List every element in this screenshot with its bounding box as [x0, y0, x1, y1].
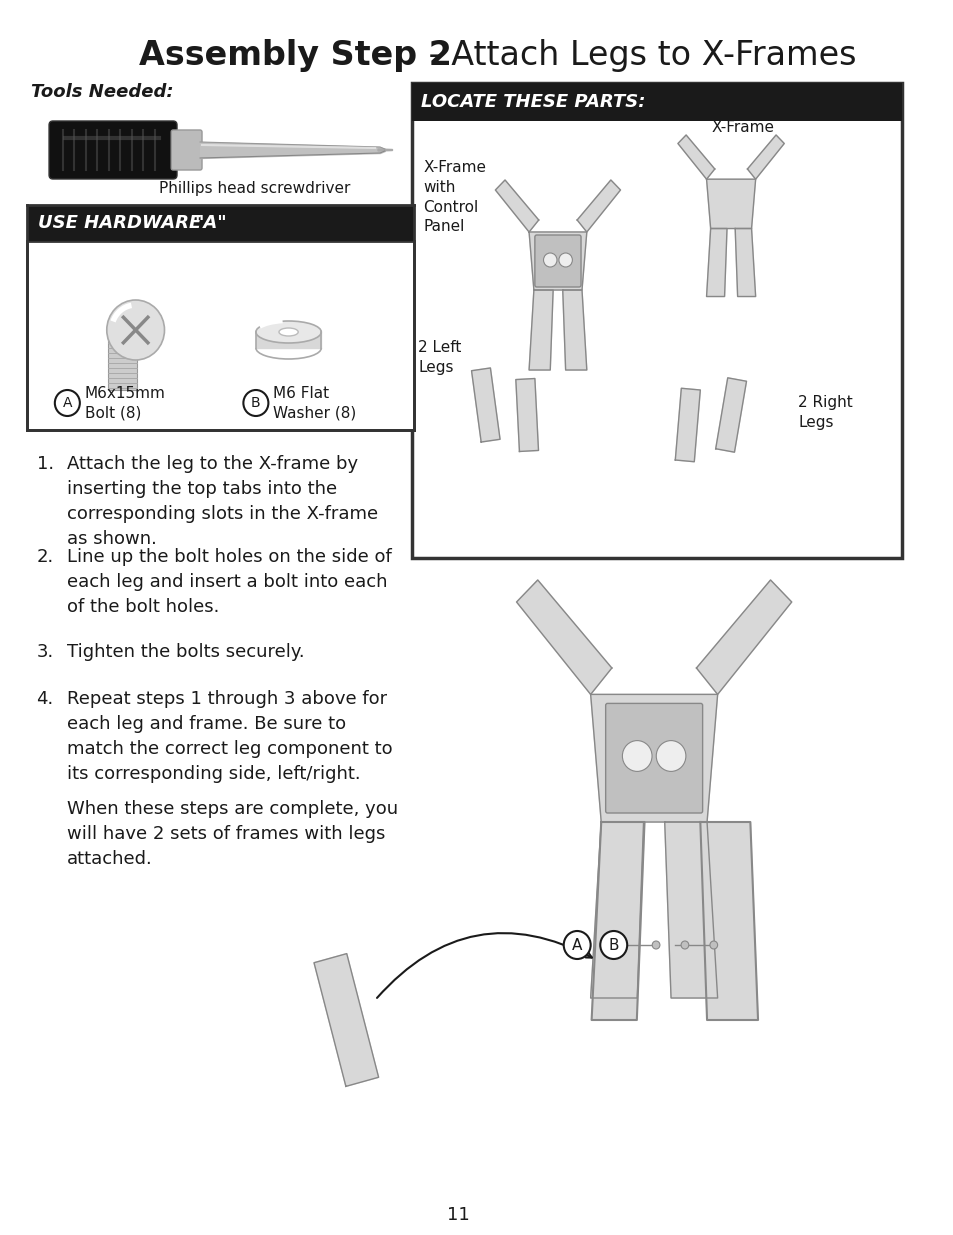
Text: A: A: [572, 937, 581, 952]
Text: X-Frame: X-Frame: [711, 120, 774, 135]
FancyBboxPatch shape: [535, 235, 580, 287]
Circle shape: [563, 931, 590, 960]
Polygon shape: [562, 290, 586, 370]
Polygon shape: [706, 179, 755, 228]
Circle shape: [652, 941, 659, 948]
Circle shape: [543, 253, 557, 267]
Polygon shape: [715, 378, 745, 452]
Polygon shape: [314, 953, 378, 1087]
Text: B: B: [608, 937, 618, 952]
FancyBboxPatch shape: [108, 335, 136, 390]
Polygon shape: [590, 694, 717, 823]
Text: Tools Needed:: Tools Needed:: [30, 83, 173, 101]
Circle shape: [709, 941, 717, 948]
Text: Phillips head screwdriver: Phillips head screwdriver: [159, 180, 351, 195]
Bar: [27, 241, 414, 430]
Polygon shape: [700, 823, 758, 1020]
FancyBboxPatch shape: [605, 704, 702, 813]
Text: Assembly Step 2: Assembly Step 2: [139, 38, 452, 72]
Text: A: A: [63, 396, 72, 410]
Text: "A": "A": [194, 214, 227, 232]
Polygon shape: [495, 180, 538, 232]
Polygon shape: [577, 180, 619, 232]
Text: 2 Right
Legs: 2 Right Legs: [798, 395, 852, 430]
Text: Tighten the bolts securely.: Tighten the bolts securely.: [68, 643, 305, 661]
Text: 2.: 2.: [36, 548, 53, 566]
Text: USE HARDWARE: USE HARDWARE: [38, 214, 208, 232]
Text: LOCATE THESE PARTS:: LOCATE THESE PARTS:: [421, 93, 645, 111]
Polygon shape: [471, 368, 499, 442]
Circle shape: [621, 741, 651, 772]
Ellipse shape: [255, 321, 321, 343]
Text: When these steps are complete, you
will have 2 sets of frames with legs
attached: When these steps are complete, you will …: [68, 800, 398, 868]
Text: M6x15mm
Bolt (8): M6x15mm Bolt (8): [85, 385, 166, 420]
Text: Repeat steps 1 through 3 above for
each leg and frame. Be sure to
match the corr: Repeat steps 1 through 3 above for each …: [68, 690, 393, 783]
Polygon shape: [696, 580, 791, 694]
Polygon shape: [675, 388, 700, 462]
Bar: [412, 83, 902, 558]
Polygon shape: [591, 823, 644, 1020]
Bar: [27, 205, 414, 241]
Text: X-Frame
with
Control
Panel: X-Frame with Control Panel: [423, 161, 486, 235]
FancyBboxPatch shape: [171, 130, 202, 170]
Text: B: B: [251, 396, 260, 410]
Circle shape: [558, 253, 572, 267]
Ellipse shape: [278, 329, 298, 336]
Polygon shape: [746, 135, 783, 179]
Text: 2 Left
Legs: 2 Left Legs: [418, 340, 461, 374]
Text: - Attach Legs to X-Frames: - Attach Legs to X-Frames: [418, 38, 856, 72]
Polygon shape: [735, 228, 755, 296]
Polygon shape: [590, 823, 643, 998]
Polygon shape: [706, 228, 726, 296]
Text: M6 Flat
Washer (8): M6 Flat Washer (8): [273, 385, 356, 420]
Polygon shape: [664, 823, 717, 998]
Polygon shape: [377, 149, 392, 151]
Circle shape: [680, 941, 688, 948]
Polygon shape: [516, 580, 611, 694]
Polygon shape: [529, 290, 553, 370]
Polygon shape: [678, 135, 714, 179]
Circle shape: [243, 390, 268, 416]
Circle shape: [656, 741, 685, 772]
Polygon shape: [255, 332, 321, 348]
Bar: [412, 83, 902, 121]
Circle shape: [54, 390, 80, 416]
Circle shape: [107, 300, 164, 359]
Text: 4.: 4.: [36, 690, 53, 708]
Text: 3.: 3.: [36, 643, 53, 661]
Circle shape: [599, 931, 626, 960]
Text: 1.: 1.: [36, 454, 53, 473]
FancyBboxPatch shape: [49, 121, 177, 179]
Text: 11: 11: [447, 1207, 470, 1224]
Text: Line up the bolt holes on the side of
each leg and insert a bolt into each
of th: Line up the bolt holes on the side of ea…: [68, 548, 392, 616]
Polygon shape: [516, 379, 537, 452]
Polygon shape: [529, 232, 586, 290]
Text: Attach the leg to the X-frame by
inserting the top tabs into the
corresponding s: Attach the leg to the X-frame by inserti…: [68, 454, 378, 548]
